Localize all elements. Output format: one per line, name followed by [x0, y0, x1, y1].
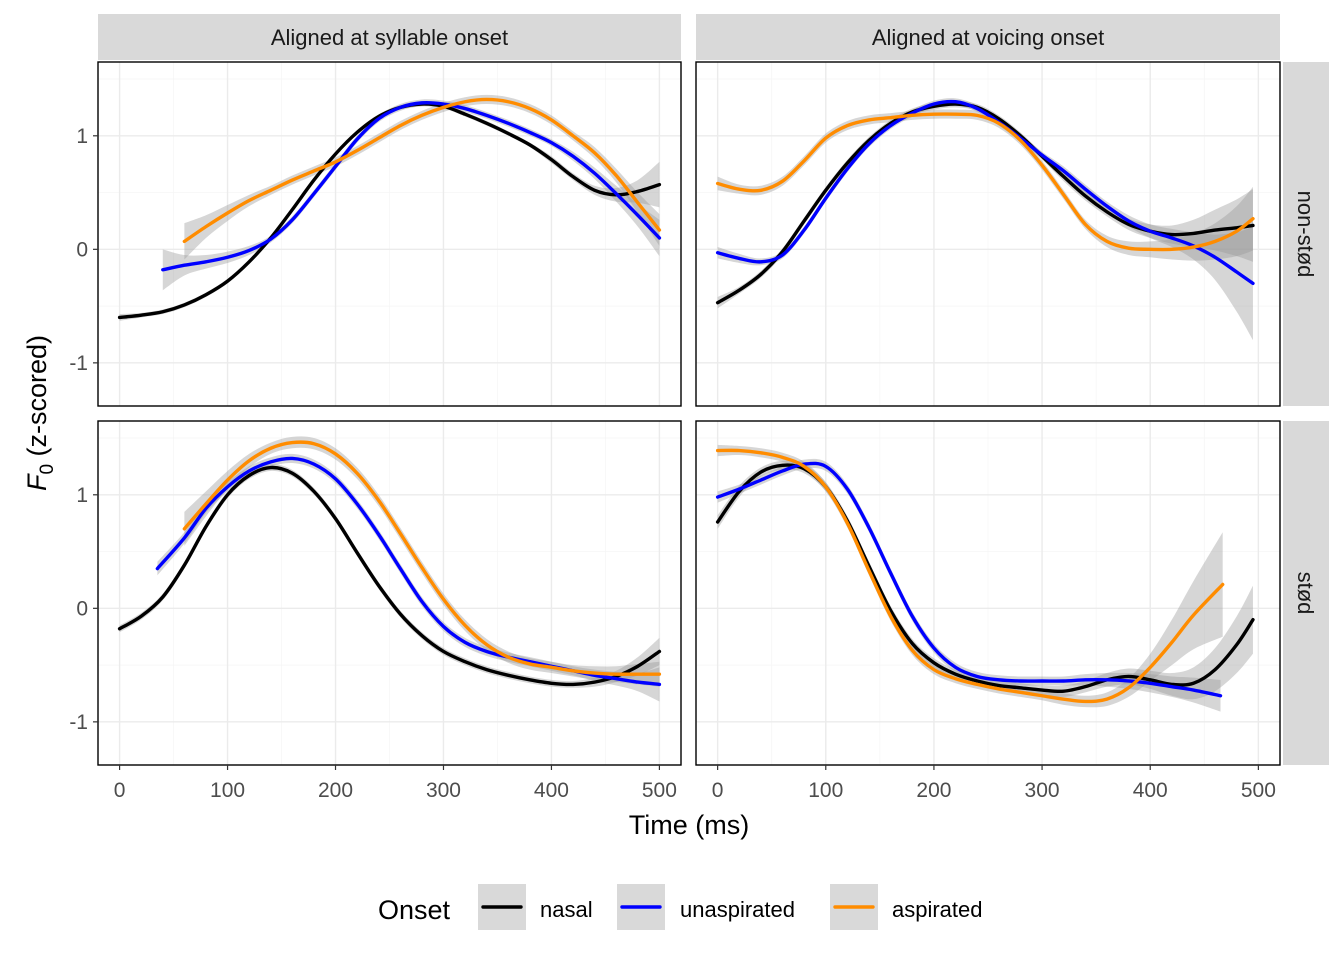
y-tick-label: 1	[76, 125, 88, 148]
x-tick-label: 0	[114, 779, 126, 802]
x-tick-label: 400	[534, 779, 569, 802]
series-line-aspirated	[715, 448, 1225, 704]
y-tick-label: 0	[76, 597, 88, 620]
y-tick-label: 0	[76, 238, 88, 261]
x-tick-label: 100	[210, 779, 245, 802]
x-tick-label: 100	[808, 779, 843, 802]
legend: Onset nasal unaspirated aspirated	[378, 884, 983, 930]
x-axis-title: Time (ms)	[629, 810, 749, 840]
panel-border	[695, 61, 1281, 407]
confidence-band-unaspirated	[157, 453, 660, 702]
panel-marks	[117, 94, 662, 321]
y-axis-title-sub: 0	[37, 464, 58, 475]
strip-row-1-bg	[1283, 62, 1329, 406]
legend-label-nasal: nasal	[540, 897, 593, 922]
strip-row-2-bg	[1283, 421, 1329, 765]
series-line-nasal	[715, 102, 1255, 305]
legend-title: Onset	[378, 895, 451, 925]
strip-col-2-label: Aligned at voicing onset	[872, 25, 1104, 50]
x-tick-label: 300	[426, 779, 461, 802]
legend-label-aspirated: aspirated	[892, 897, 983, 922]
strip-col-1-bg	[98, 14, 681, 60]
y-tick-label: 1	[76, 484, 88, 507]
series-line-aspirated	[182, 440, 662, 676]
x-tick-label: 0	[712, 779, 724, 802]
series-line-aspirated	[182, 97, 662, 244]
panel-marks	[715, 444, 1255, 712]
panel-border	[97, 61, 682, 407]
series-line-unaspirated	[715, 99, 1255, 286]
y-axis-title-main: F	[22, 473, 52, 491]
x-tick-label: 300	[1025, 779, 1060, 802]
x-tick-label: 500	[1241, 779, 1276, 802]
panel-border	[97, 420, 682, 766]
y-axis-title: F0 (z-scored)	[22, 335, 58, 491]
strip-col-1-label: Aligned at syllable onset	[271, 25, 508, 50]
panel-syllable-nonstod	[97, 61, 682, 407]
y-axis-title-rest: (z-scored)	[22, 335, 52, 464]
strip-row-2-label: stød	[1293, 572, 1318, 615]
panel-border	[695, 420, 1281, 766]
y-tick-label: -1	[69, 352, 88, 375]
panel-marks	[715, 98, 1255, 341]
panel-voicing-nonstod	[695, 61, 1281, 407]
panel-syllable-stod	[97, 420, 682, 766]
x-tick-label: 200	[318, 779, 353, 802]
x-axis-ticks: 0 100 200 300 400 500 0 100 200 300 400 500	[114, 765, 1276, 802]
x-tick-label: 400	[1133, 779, 1168, 802]
panel-marks	[117, 436, 662, 702]
strip-col-2-bg	[696, 14, 1280, 60]
x-tick-label: 200	[916, 779, 951, 802]
y-axis-ticks: -1 0 1 -1 0 1	[69, 125, 98, 734]
series-line-nasal	[117, 465, 662, 687]
legend-label-unaspirated: unaspirated	[680, 897, 795, 922]
panel-voicing-stod	[695, 420, 1281, 766]
series-line-aspirated	[715, 112, 1255, 252]
confidence-band-nasal	[717, 460, 1253, 700]
y-tick-label: -1	[69, 711, 88, 734]
series-line-unaspirated	[161, 100, 662, 272]
x-tick-label: 500	[642, 779, 677, 802]
strip-row-1-label: non-stød	[1293, 191, 1318, 278]
